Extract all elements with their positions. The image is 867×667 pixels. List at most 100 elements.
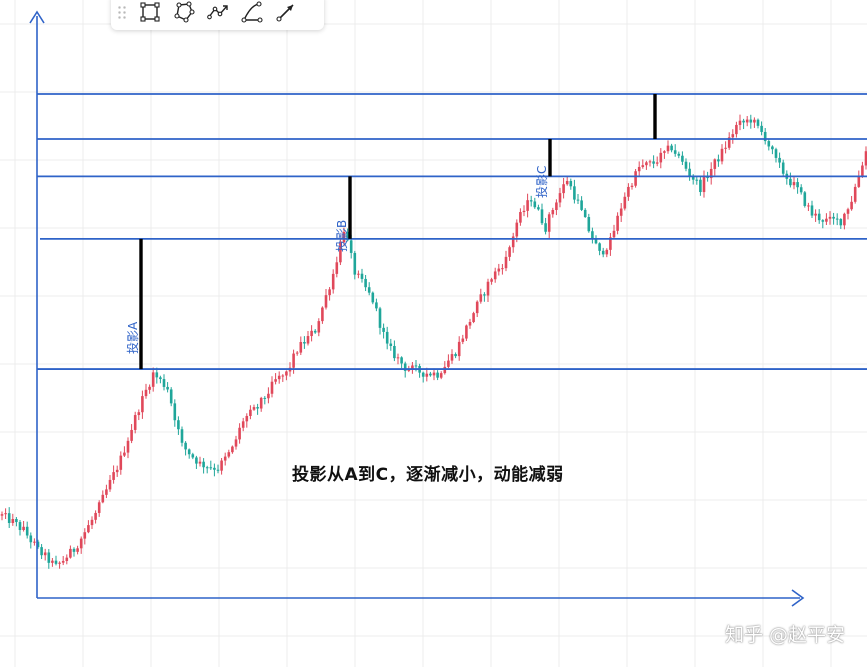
candle-body — [216, 469, 220, 471]
candle-body — [796, 182, 799, 188]
candle-body — [767, 141, 771, 147]
candle-body — [504, 256, 508, 269]
chart-annotation: 投影从A到C，逐渐减小，动能减弱 — [292, 465, 564, 485]
candle-body — [616, 215, 619, 231]
candle-body — [119, 455, 123, 470]
candle-body — [461, 338, 465, 342]
candle-body — [648, 161, 652, 163]
candle-body — [249, 409, 252, 416]
candle-body — [472, 313, 475, 323]
arc-tool-button[interactable] — [239, 0, 265, 25]
candle-body — [533, 201, 537, 208]
candle-body — [220, 460, 223, 471]
polygon-tool-button[interactable] — [171, 0, 197, 25]
projection-label-a: 投影A — [126, 321, 140, 354]
candle-body — [191, 454, 195, 458]
candle-body — [763, 131, 767, 142]
candle-body — [227, 452, 231, 457]
candle-body — [295, 352, 299, 354]
candle-body — [587, 217, 591, 232]
candle-body — [407, 369, 411, 371]
candle-body — [162, 379, 166, 387]
candlestick-series — [0, 114, 867, 569]
candle-body — [97, 502, 101, 513]
candle-body — [15, 519, 18, 523]
candle-body — [231, 446, 234, 453]
candle-body — [526, 200, 529, 211]
candle-body — [731, 134, 735, 138]
candle-body — [256, 407, 259, 409]
drag-handle-icon[interactable] — [117, 5, 127, 19]
candle-body — [760, 125, 763, 132]
candle-body — [634, 171, 637, 186]
candle-body — [18, 522, 22, 531]
candle-body — [393, 345, 396, 359]
candle-body — [69, 548, 72, 558]
candle-body — [583, 209, 587, 218]
candle-body — [299, 342, 303, 353]
candle-body — [339, 242, 342, 263]
candle-body — [324, 295, 328, 308]
x-axis — [37, 589, 805, 607]
candle-body — [385, 331, 389, 344]
candle-body — [65, 557, 69, 561]
candle-body — [839, 219, 843, 226]
rectangle-tool-button[interactable] — [137, 0, 163, 25]
candle-body — [501, 268, 504, 270]
candle-body — [609, 237, 612, 250]
candle-body — [443, 366, 447, 374]
candle-body — [681, 155, 684, 162]
candle-body — [112, 472, 115, 480]
candle-body — [612, 230, 616, 238]
candle-body — [187, 449, 191, 455]
arrow-tool-button[interactable] — [273, 0, 299, 25]
candle-body — [285, 371, 288, 376]
candle-body — [537, 207, 540, 210]
candle-body — [364, 278, 367, 288]
candle-body — [306, 336, 310, 344]
candle-body — [508, 247, 511, 257]
candle-body — [673, 150, 677, 154]
candle-body — [173, 403, 177, 421]
candle-body — [695, 179, 699, 181]
candle-body — [652, 161, 655, 164]
candle-body — [101, 494, 105, 503]
candle-body — [623, 196, 627, 209]
candle-body — [425, 373, 429, 377]
candle-body — [58, 562, 61, 564]
candle-body — [663, 151, 666, 153]
candle-body — [313, 330, 317, 333]
candle-body — [83, 532, 87, 539]
path-tool-button[interactable] — [205, 0, 231, 25]
candle-body — [832, 216, 835, 219]
candle-body — [789, 178, 792, 186]
candle-body — [511, 236, 515, 248]
candle-body — [735, 124, 738, 135]
candle-body — [4, 513, 7, 515]
candle-body — [421, 372, 425, 377]
candle-body — [245, 415, 249, 422]
candle-body — [177, 420, 180, 430]
candle-body — [717, 159, 720, 162]
candle-body — [771, 146, 774, 150]
candle-body — [241, 421, 245, 428]
candle-body — [367, 287, 371, 293]
candle-body — [141, 396, 144, 413]
candle-body — [436, 372, 439, 378]
candle-body — [270, 381, 274, 394]
candle-body — [601, 250, 605, 255]
candle-body — [468, 322, 472, 326]
candle-body — [43, 552, 47, 556]
candle-body — [94, 512, 97, 520]
candle-body — [555, 202, 558, 210]
candle-body — [303, 342, 306, 344]
candle-body — [108, 479, 112, 490]
candle-body — [234, 439, 238, 447]
y-axis-arrow-icon — [29, 10, 45, 24]
candle-body — [479, 294, 483, 302]
candle-body — [375, 302, 378, 309]
candle-body — [72, 548, 76, 552]
candle-body — [342, 231, 346, 243]
